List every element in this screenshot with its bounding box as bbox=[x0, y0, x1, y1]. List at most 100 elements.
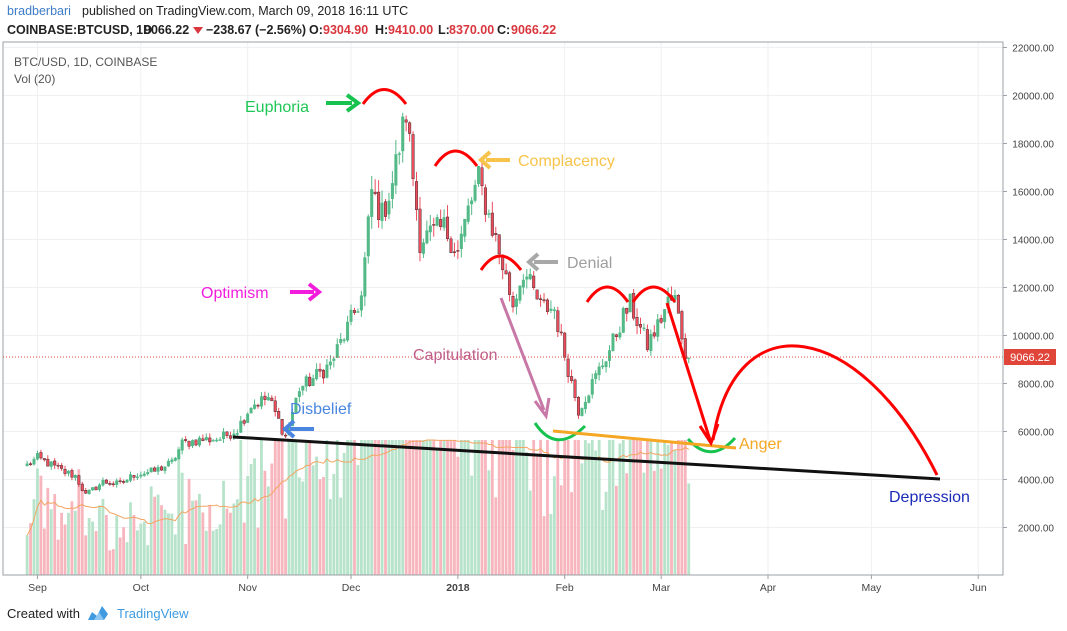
volume-bar bbox=[570, 492, 573, 575]
volume-bar bbox=[453, 440, 456, 575]
price-tick-label: 10000.00 bbox=[1012, 332, 1054, 343]
volume-bar bbox=[84, 535, 88, 575]
candle-body bbox=[304, 376, 308, 387]
volume-bar bbox=[77, 469, 81, 575]
candle-body bbox=[511, 296, 515, 308]
candle-body bbox=[273, 400, 277, 412]
candle-body bbox=[73, 475, 77, 478]
candle-body bbox=[632, 292, 636, 319]
volume-bar bbox=[311, 465, 315, 575]
plot-area[interactable] bbox=[2, 41, 1004, 576]
candle-body bbox=[32, 458, 36, 465]
volume-bar bbox=[408, 440, 412, 575]
label-denial: Denial bbox=[567, 255, 612, 272]
candle-body bbox=[439, 219, 443, 227]
candle-body bbox=[618, 332, 622, 338]
volume-bar bbox=[180, 472, 184, 575]
volume-bars bbox=[25, 440, 691, 575]
candle-body bbox=[101, 479, 105, 486]
candle-body bbox=[46, 458, 50, 467]
volume-bar bbox=[242, 522, 246, 575]
volume-bar bbox=[239, 440, 243, 575]
candle-body bbox=[129, 474, 133, 481]
candle-body bbox=[408, 122, 412, 134]
volume-bar bbox=[466, 440, 470, 575]
volume-bar bbox=[332, 473, 336, 575]
candle-body bbox=[494, 233, 498, 235]
candle-body bbox=[545, 299, 549, 312]
low-label: L: bbox=[438, 23, 450, 37]
published-text: published on TradingView.com, March 09, … bbox=[82, 4, 408, 18]
candle-body bbox=[639, 324, 643, 328]
volume-bar bbox=[94, 531, 98, 575]
volume-bar bbox=[177, 446, 181, 575]
volume-bar bbox=[256, 527, 260, 575]
volume-bar bbox=[342, 452, 346, 575]
volume-bar bbox=[449, 440, 453, 575]
candle-body bbox=[594, 373, 598, 380]
volume-bar bbox=[587, 443, 591, 575]
volume-bar bbox=[322, 476, 325, 575]
time-axis[interactable]: Sep Oct Nov Dec 2018 Feb Mar Apr May Jun bbox=[28, 575, 987, 594]
volume-bar bbox=[463, 440, 467, 575]
volume-bar bbox=[556, 440, 560, 575]
candle-body bbox=[191, 440, 195, 447]
price-axis[interactable]: 2000.00 4000.00 6000.00 8000.00 10000.00 1200… bbox=[1002, 42, 1055, 575]
label-complacency: Complacency bbox=[518, 153, 615, 170]
candle-body bbox=[94, 486, 98, 491]
author-name[interactable]: bradberbari bbox=[7, 4, 71, 18]
volume-bar bbox=[260, 440, 263, 575]
price-tick-label: 20000.00 bbox=[1012, 92, 1054, 103]
candle-body bbox=[104, 479, 108, 484]
high-label: H: bbox=[375, 23, 388, 37]
tradingview-brand[interactable]: TradingView bbox=[117, 606, 189, 621]
candle-body bbox=[387, 200, 391, 215]
volume-bar bbox=[525, 451, 529, 575]
candle-body bbox=[246, 413, 250, 423]
candle-body bbox=[380, 202, 384, 221]
volume-bar bbox=[253, 458, 256, 575]
volume-bar bbox=[459, 440, 463, 575]
candle-body bbox=[349, 309, 353, 322]
volume-bar bbox=[404, 440, 408, 575]
candle-body bbox=[583, 401, 587, 410]
candle-body bbox=[108, 483, 112, 485]
candle-body bbox=[122, 481, 126, 483]
candle-body bbox=[676, 294, 680, 314]
candle-body bbox=[539, 298, 543, 300]
open-label: O: bbox=[309, 23, 323, 37]
orange-support-line bbox=[552, 429, 737, 450]
candle-body bbox=[153, 467, 157, 472]
candle-body bbox=[197, 437, 201, 446]
volume-bar bbox=[167, 513, 170, 575]
candle-body bbox=[394, 154, 398, 186]
candle-body bbox=[521, 279, 525, 288]
candle-body bbox=[563, 332, 567, 358]
candle-body bbox=[297, 391, 301, 397]
candle-body bbox=[242, 420, 246, 424]
candle-body bbox=[39, 452, 43, 459]
candle-body bbox=[63, 468, 67, 474]
candle-body bbox=[428, 225, 432, 233]
candle-body bbox=[404, 119, 408, 123]
price-tick-label: 6000.00 bbox=[1018, 428, 1055, 439]
volume-bar bbox=[442, 440, 446, 575]
volume-bar bbox=[456, 456, 460, 575]
candle-body bbox=[135, 476, 139, 479]
arrow-denial-head bbox=[525, 252, 540, 272]
candle-body bbox=[611, 333, 615, 351]
volume-bar bbox=[173, 534, 177, 575]
grid bbox=[3, 42, 1003, 575]
volume-bar bbox=[494, 497, 498, 575]
volume-bar bbox=[325, 440, 329, 575]
candle-body bbox=[642, 327, 646, 330]
candle-body bbox=[270, 397, 274, 402]
volume-bar bbox=[666, 444, 670, 575]
volume-bar bbox=[235, 499, 239, 575]
candle-body bbox=[497, 234, 501, 255]
volume-bar bbox=[215, 529, 219, 575]
candle-body bbox=[80, 483, 84, 491]
candle-body bbox=[487, 213, 491, 215]
candle-body bbox=[456, 250, 460, 252]
